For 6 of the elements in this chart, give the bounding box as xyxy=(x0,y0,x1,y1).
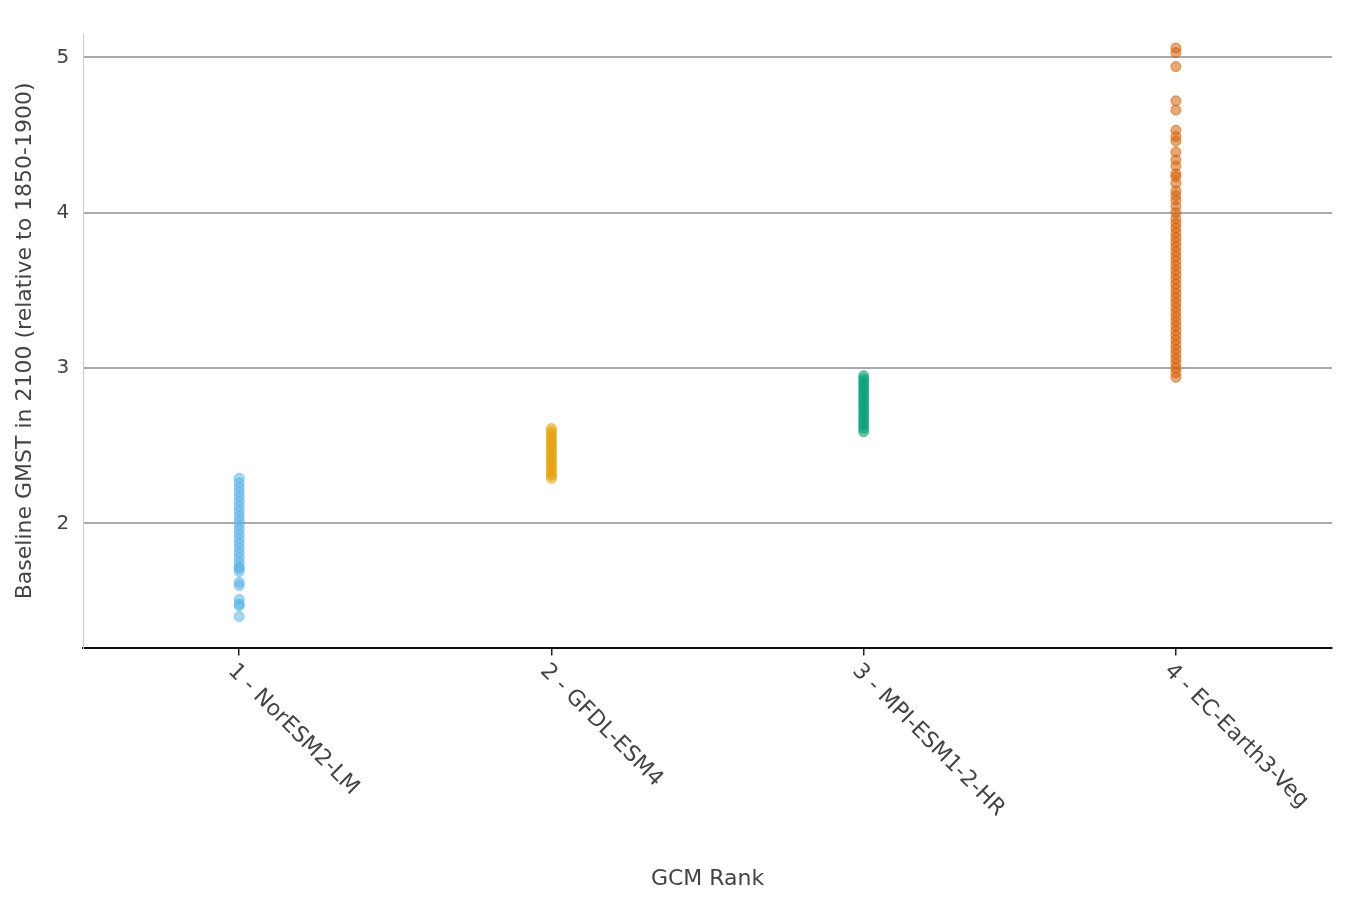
y-axis-title: Baseline GMST in 2100 (relative to 1850-1900) xyxy=(10,82,36,600)
y-tick-label: 4 xyxy=(56,198,70,223)
y-tick-label: 2 xyxy=(56,509,70,534)
y-tick-label: 5 xyxy=(56,43,70,68)
y-tick-label: 3 xyxy=(56,354,70,379)
x-axis-title: GCM Rank xyxy=(650,864,765,890)
